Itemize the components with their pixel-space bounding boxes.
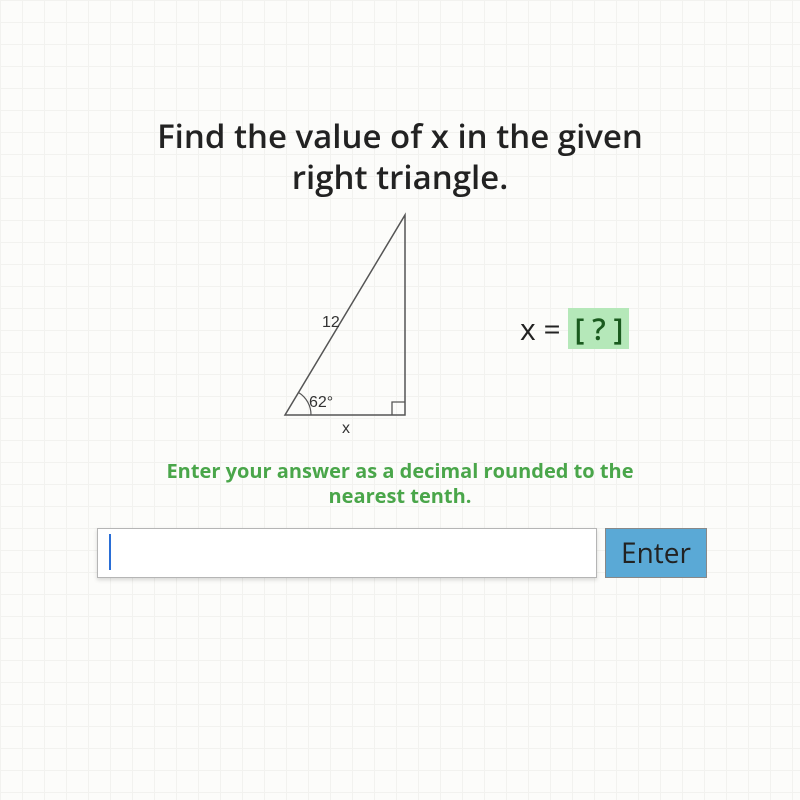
equation-prefix: x = [520,308,568,349]
answer-input-row: Enter [97,528,707,584]
instruction-line1: Enter your answer as a decimal rounded t… [166,457,633,484]
triangle-shape [285,215,405,415]
answer-input[interactable] [97,528,597,578]
answer-placeholder-box: [ ? ] [568,308,629,349]
instruction-text: Enter your answer as a decimal rounded t… [0,458,800,508]
question-text: Find the value of x in the given right t… [0,115,800,198]
angle-label: 62° [309,394,333,411]
base-label: x [342,420,350,437]
equation-display: x = [ ? ] [520,308,629,349]
instruction-line2: nearest tenth. [329,482,472,509]
question-line2: right triangle. [292,154,508,199]
input-cursor-icon [109,534,111,570]
enter-button[interactable]: Enter [605,528,707,578]
question-line1: Find the value of x in the given [157,113,643,158]
right-angle-marker [392,402,405,415]
hypotenuse-label: 12 [322,314,340,331]
triangle-diagram: 12 62° x [265,215,465,435]
